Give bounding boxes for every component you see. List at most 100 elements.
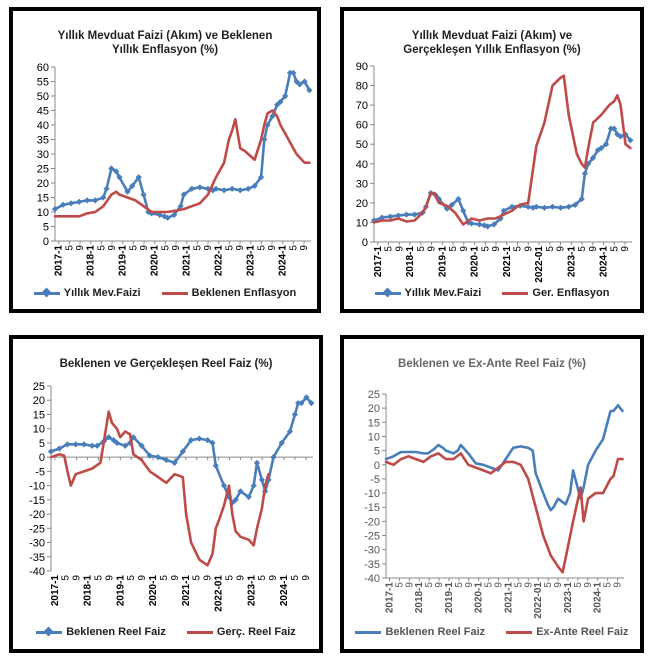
- chart-title: Beklenen ve Ex-Ante Reel Faiz (%): [398, 358, 586, 370]
- series-point: [220, 187, 228, 194]
- series-point: [135, 174, 142, 181]
- y-tick-label: 40: [37, 120, 49, 132]
- series-point: [490, 221, 498, 228]
- x-tick-label: 9: [523, 582, 534, 588]
- x-tick-label: 9: [491, 246, 502, 252]
- series-point: [72, 441, 79, 448]
- chart-legend: Beklenen Reel Faiz Ex-Ante Reel Faiz: [344, 626, 640, 638]
- x-tick-label: 2023-1: [246, 245, 257, 277]
- series-point: [56, 445, 63, 452]
- x-tick-label: 5: [288, 245, 299, 251]
- series-point: [196, 184, 204, 191]
- series-point: [171, 459, 178, 466]
- series-point: [602, 141, 610, 148]
- series-point: [84, 197, 91, 204]
- x-tick-label: 2023-1: [246, 575, 257, 607]
- y-tick-label: 70: [356, 100, 368, 112]
- y-tick-label: 15: [37, 193, 49, 205]
- x-tick-label: 5: [159, 575, 170, 581]
- series-point: [116, 174, 123, 181]
- chart-panel-1: Yıllık Mevduat Faizi (Akım) ve Beklenen …: [9, 7, 321, 313]
- series-point: [557, 204, 564, 211]
- y-tick-label: 80: [356, 81, 368, 93]
- x-tick-label: 9: [235, 245, 246, 251]
- series-point: [589, 154, 597, 162]
- x-tick-label: 9: [170, 575, 181, 581]
- series-line-2: [53, 109, 311, 218]
- series-point: [156, 211, 163, 219]
- x-tick-label: 5: [384, 246, 395, 252]
- series-point: [245, 185, 252, 192]
- y-tick-label: 0: [374, 460, 380, 472]
- x-tick-label: 5: [543, 582, 554, 588]
- y-tick-label: 5: [374, 446, 380, 458]
- x-tick-label: 5: [603, 582, 614, 588]
- series-point: [124, 188, 131, 195]
- x-tick-label: 2018-1: [405, 246, 416, 278]
- x-tick-label: 2022-01: [533, 582, 544, 619]
- x-tick-label: 2017-1: [373, 246, 384, 278]
- x-tick-label: 9: [235, 575, 246, 581]
- series-point: [253, 459, 261, 466]
- series-point: [92, 197, 99, 204]
- x-tick-label: 2017-1: [50, 575, 61, 607]
- x-tick-label: 5: [256, 245, 267, 251]
- x-tick-label: 9: [137, 575, 148, 581]
- legend-item: Ex-Ante Reel Faiz: [506, 626, 629, 638]
- legend-item: Beklenen Reel Faiz: [355, 626, 485, 638]
- x-tick-label: 9: [588, 246, 599, 252]
- x-tick-label: 9: [427, 246, 438, 252]
- series-point: [303, 394, 310, 401]
- x-tick-label: 5: [290, 575, 301, 581]
- x-tick-label: 9: [556, 246, 567, 252]
- legend-item: Beklenen Enflasyon: [161, 287, 296, 299]
- y-tick-label: 20: [33, 395, 45, 407]
- x-tick-label: 2018-1: [414, 582, 425, 614]
- series-line-2: [384, 452, 624, 574]
- legend-item: Gerç. Reel Faiz: [186, 626, 296, 638]
- x-tick-label: 9: [434, 582, 445, 588]
- x-tick-label: 9: [267, 245, 278, 251]
- x-tick-label: 5: [609, 246, 620, 252]
- x-tick-label: 2021-1: [502, 246, 513, 278]
- x-tick-label: 9: [394, 246, 405, 252]
- y-tick-label: 0: [43, 236, 49, 248]
- series-point: [232, 496, 239, 503]
- x-tick-label: 5: [448, 246, 459, 252]
- x-tick-label: 2022-01: [214, 575, 225, 612]
- y-tick-label: 10: [37, 207, 49, 219]
- series-point: [565, 203, 572, 210]
- x-tick-label: 9: [613, 582, 624, 588]
- x-tick-label: 2023-1: [566, 246, 577, 278]
- y-tick-label: -35: [364, 559, 380, 571]
- x-tick-label: 5: [126, 575, 137, 581]
- legend-item: Yıllık Mev.Faizi: [374, 287, 481, 299]
- y-tick-label: -40: [364, 573, 380, 585]
- x-tick-label: 9: [464, 582, 475, 588]
- x-tick-label: 2023-1: [563, 582, 574, 614]
- x-tick-label: 5: [394, 582, 405, 588]
- x-tick-label: 2021-1: [182, 245, 193, 277]
- x-tick-label: 5: [61, 575, 72, 581]
- y-tick-label: -40: [29, 566, 45, 578]
- y-tick-label: 10: [368, 431, 380, 443]
- y-tick-label: -20: [29, 509, 45, 521]
- chart-panel-2: Yıllık Mevduat Faizi (Akım) ve Gerçekleş…: [340, 7, 644, 313]
- x-tick-label: 9: [107, 245, 118, 251]
- legend-swatch: [36, 626, 63, 637]
- x-tick-label: 5: [577, 246, 588, 252]
- x-tick-label: 2020-1: [474, 582, 485, 614]
- series-line-2: [49, 410, 270, 567]
- x-tick-label: 2020-1: [150, 245, 161, 277]
- y-tick-label: -10: [29, 481, 45, 493]
- chart-legend: Yıllık Mev.Faizi Ger. Enflasyon: [344, 287, 640, 299]
- series-point: [164, 214, 171, 221]
- legend-swatch: [161, 291, 188, 295]
- y-tick-label: -15: [364, 502, 380, 514]
- y-tick-label: 0: [362, 237, 368, 249]
- x-tick-label: 9: [553, 582, 564, 588]
- series-point: [549, 203, 556, 210]
- x-tick-label: 5: [224, 575, 235, 581]
- y-tick-label: -35: [29, 552, 45, 564]
- series-point: [228, 185, 236, 192]
